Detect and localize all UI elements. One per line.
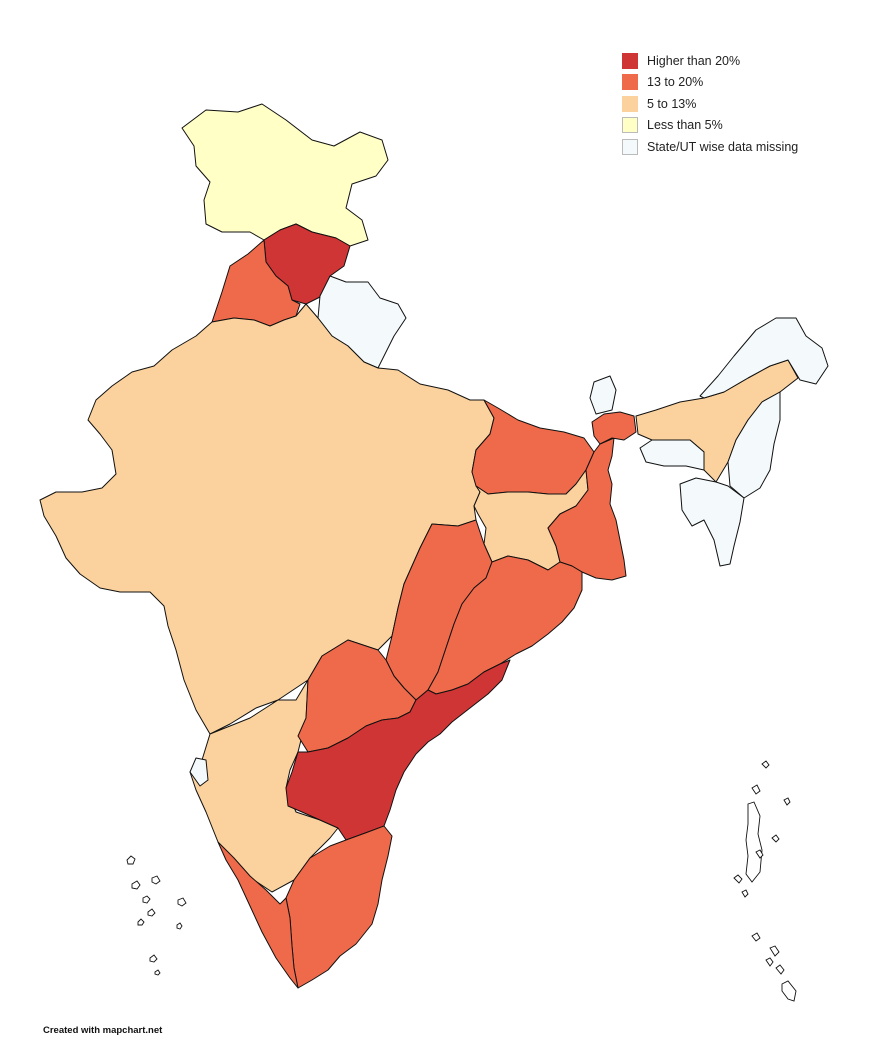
legend-swatch [622, 95, 638, 112]
lakshadweep-island [137, 918, 145, 926]
andaman-island [751, 784, 761, 795]
region-west-bengal[interactable] [547, 437, 627, 581]
andaman-island [783, 797, 791, 806]
legend-label: State/UT wise data missing [647, 139, 799, 154]
legend-label: 13 to 20% [647, 75, 704, 90]
nicobar-island [781, 980, 797, 1002]
lakshadweep-island [142, 895, 151, 904]
legend-label: Higher than 20% [647, 53, 741, 68]
legend-item: State/UT wise data missing [622, 136, 798, 158]
legend-swatch [622, 117, 638, 134]
legend-label: 5 to 13% [647, 96, 697, 111]
region-nagaland-manipur[interactable] [727, 391, 781, 499]
lakshadweep-island [177, 897, 187, 907]
legend-swatch [622, 138, 638, 155]
andaman-island [755, 849, 764, 859]
map-legend: Higher than 20% 13 to 20% 5 to 13% Less tha… [622, 50, 798, 158]
lakshadweep-island [147, 908, 156, 917]
nicobar-island [775, 964, 785, 975]
andaman-island [745, 801, 763, 883]
nicobar-island [769, 945, 780, 957]
lakshadweep-island [149, 954, 158, 963]
legend-label: Less than 5% [647, 118, 723, 133]
lakshadweep-island [154, 969, 161, 976]
region-sikkim-pocket[interactable] [589, 375, 617, 415]
legend-item: 13 to 20% [622, 72, 798, 94]
legend-swatch [622, 74, 638, 91]
legend-item: Less than 5% [622, 115, 798, 137]
lakshadweep-island [131, 880, 141, 890]
credit-text: Created with mapchart.net [43, 1025, 163, 1036]
region-odisha[interactable] [427, 555, 583, 695]
andaman-island [741, 889, 749, 898]
andaman-island [771, 834, 780, 843]
nicobar-island [765, 957, 774, 967]
legend-item: 5 to 13% [622, 93, 798, 115]
region-kerala[interactable] [217, 841, 299, 989]
region-jammu-kashmir[interactable] [181, 103, 389, 247]
region-goa[interactable] [189, 757, 209, 787]
legend-item: Higher than 20% [622, 50, 798, 72]
region-meghalaya[interactable] [639, 439, 705, 471]
nicobar-island [751, 932, 761, 942]
lakshadweep-island [176, 922, 183, 930]
andaman-island [761, 760, 770, 769]
region-mizoram-tripura[interactable] [679, 477, 745, 567]
region-arunachal-pradesh[interactable] [699, 317, 829, 399]
lakshadweep-island [126, 855, 136, 865]
region-sikkim[interactable] [591, 411, 637, 445]
legend-swatch [622, 52, 638, 69]
lakshadweep-island [151, 875, 161, 885]
andaman-island [733, 874, 743, 884]
